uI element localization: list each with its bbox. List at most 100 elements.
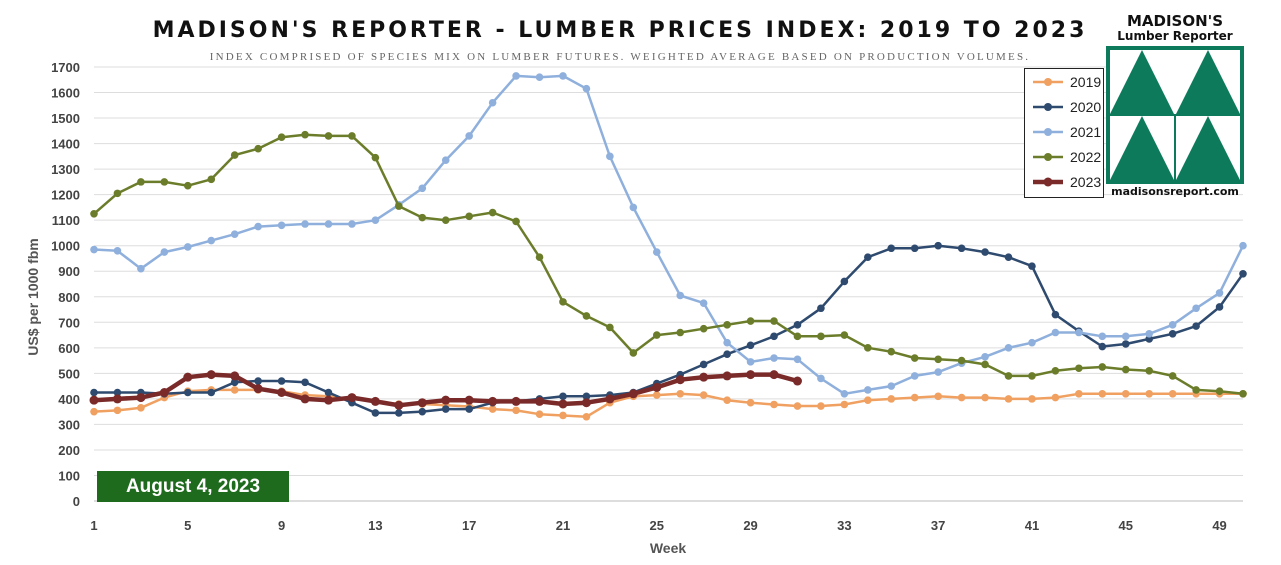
data-point-2021 — [371, 216, 380, 224]
data-point-2021 — [1192, 304, 1200, 313]
data-point-2022 — [465, 212, 473, 221]
y-tick-label: 0 — [73, 494, 80, 509]
data-point-2021 — [1215, 289, 1224, 297]
data-point-2023 — [206, 370, 216, 380]
data-point-2020 — [1098, 342, 1107, 351]
data-point-2020 — [957, 244, 966, 253]
data-point-2022 — [582, 312, 591, 320]
y-tick-label: 400 — [58, 392, 80, 407]
legend-marker-2023 — [1033, 177, 1063, 187]
data-point-2021 — [699, 299, 708, 307]
data-point-2020 — [371, 409, 380, 417]
data-point-2023 — [511, 396, 521, 406]
data-point-2021 — [137, 264, 145, 273]
y-tick-label: 900 — [58, 264, 80, 279]
data-point-2021 — [183, 243, 192, 251]
data-point-2021 — [629, 203, 638, 212]
legend-marker-2021 — [1033, 128, 1063, 136]
legend-marker-2019 — [1033, 78, 1063, 86]
chart-subtitle: INDEX COMPRISED OF SPECIES MIX ON LUMBER… — [209, 51, 1031, 63]
data-point-2022 — [301, 130, 309, 139]
data-point-2021 — [934, 368, 942, 376]
data-point-2020 — [301, 378, 309, 387]
data-point-2019 — [90, 407, 98, 416]
y-tick-label: 1300 — [51, 162, 80, 177]
data-point-2023 — [628, 389, 638, 399]
data-point-2019 — [113, 406, 122, 415]
data-point-2020 — [770, 332, 778, 341]
data-point-2023 — [722, 371, 732, 381]
data-point-2020 — [395, 409, 403, 417]
legend-label-2019: 2019 — [1070, 74, 1102, 90]
data-point-2020 — [254, 377, 262, 385]
series-2023 — [89, 370, 802, 410]
data-point-2022 — [348, 132, 356, 140]
data-point-2019 — [864, 396, 872, 404]
y-tick-label: 1600 — [51, 86, 80, 101]
data-point-2021 — [723, 338, 731, 347]
data-point-2023 — [300, 394, 310, 404]
data-point-2023 — [112, 394, 122, 404]
y-tick-label: 800 — [58, 290, 80, 305]
x-axis-label: Week — [650, 540, 687, 556]
x-tick-label: 41 — [1025, 518, 1039, 533]
data-point-2021 — [207, 236, 216, 245]
data-point-2019 — [1145, 389, 1154, 398]
data-point-2020 — [1121, 340, 1130, 348]
x-tick-label: 33 — [837, 518, 851, 533]
data-point-2022 — [230, 151, 239, 159]
data-point-2021 — [817, 374, 825, 383]
tree-triangles-icon — [1106, 46, 1244, 184]
data-point-2021 — [1145, 329, 1154, 338]
x-tick-label: 29 — [743, 518, 757, 533]
legend-marker-2020 — [1033, 103, 1063, 111]
logo-subtitle: Lumber Reporter — [1117, 29, 1233, 43]
data-point-2020 — [582, 392, 591, 401]
data-point-2020 — [183, 388, 192, 397]
data-point-2022 — [90, 209, 98, 218]
data-point-2019 — [934, 392, 942, 401]
data-point-2023 — [136, 393, 146, 403]
y-axis-label: US$ per 1000 fbm — [25, 238, 41, 356]
data-point-2019 — [1028, 395, 1036, 403]
data-point-2023 — [253, 384, 263, 394]
data-point-2019 — [910, 393, 919, 402]
data-point-2019 — [230, 386, 239, 394]
data-point-2022 — [1051, 367, 1060, 375]
data-point-2020 — [90, 388, 98, 397]
data-point-2021 — [606, 152, 614, 161]
data-point-2019 — [770, 400, 778, 409]
data-point-2021 — [277, 221, 286, 230]
data-point-2021 — [301, 220, 309, 228]
data-point-2020 — [1192, 322, 1200, 330]
data-point-2021 — [582, 84, 591, 93]
data-point-2021 — [254, 222, 262, 231]
data-point-2022 — [723, 321, 731, 329]
series-line-2020 — [94, 244, 1245, 415]
data-point-2022 — [1192, 386, 1200, 394]
data-point-2021 — [324, 220, 333, 228]
data-point-2019 — [488, 405, 497, 413]
data-point-2021 — [676, 291, 685, 300]
data-point-2021 — [1075, 328, 1083, 337]
data-point-2019 — [957, 393, 966, 402]
data-point-2019 — [793, 402, 802, 410]
series-line-2021 — [93, 74, 1245, 396]
x-tick-label: 9 — [278, 518, 285, 533]
data-point-2020 — [559, 392, 567, 401]
x-axis-ticks: 1 5 9 13 17 21 25 29 33 37 41 45 49 — [90, 518, 1226, 533]
data-point-2022 — [629, 349, 638, 357]
data-point-2020 — [324, 388, 333, 397]
data-point-2021 — [1098, 332, 1107, 341]
legend-item-2020: 2020 — [1031, 97, 1101, 117]
chart-legend: 2019 2020 2021 2022 2023 — [1024, 68, 1104, 198]
chart-title: MADISON'S REPORTER - LUMBER PRICES INDEX… — [152, 18, 1088, 43]
data-point-2020 — [887, 244, 896, 253]
madisons-logo: MADISON'S Lumber Reporter madisonsreport… — [1106, 14, 1244, 200]
data-point-2020 — [817, 304, 825, 313]
data-point-2021 — [113, 247, 122, 255]
data-point-2020 — [723, 350, 731, 359]
y-tick-label: 1100 — [52, 213, 80, 228]
data-point-2022 — [770, 317, 778, 325]
